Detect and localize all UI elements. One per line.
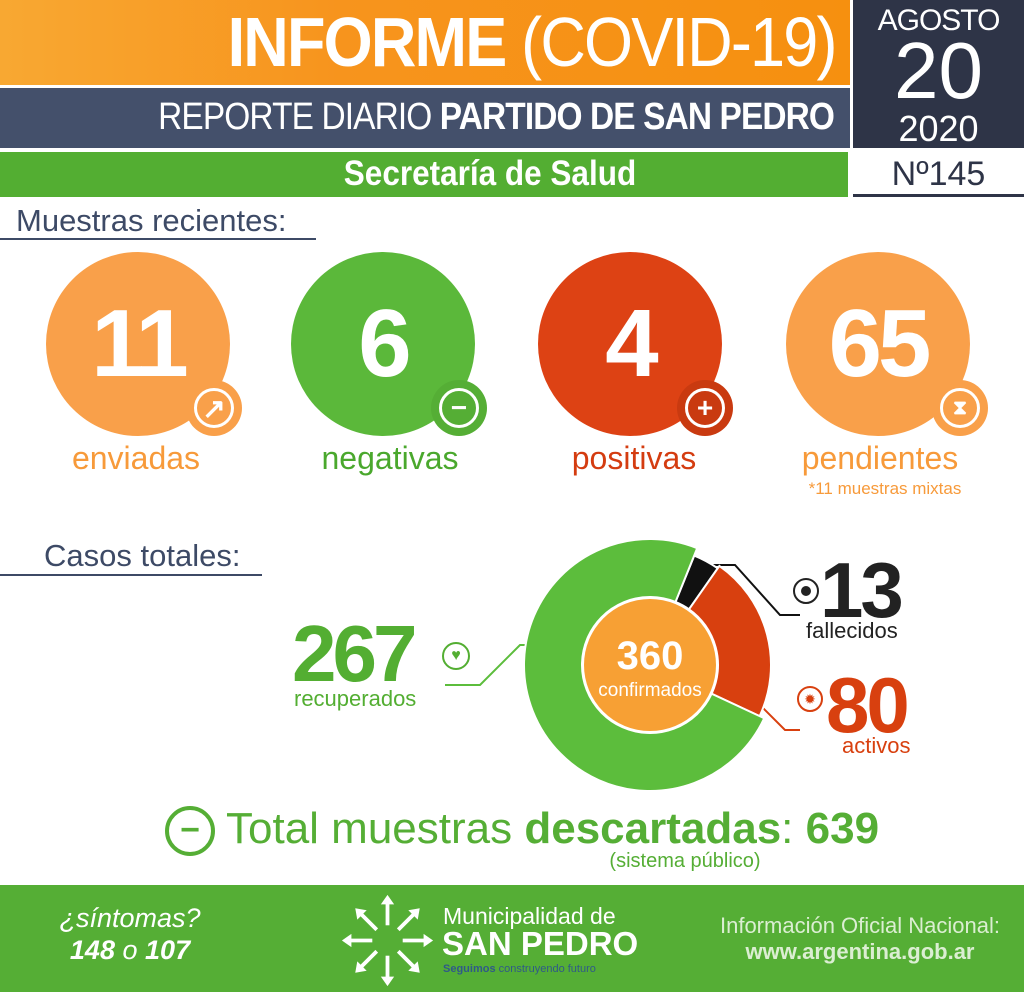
recovered-value: 267 [292,609,418,698]
recovered-label: recuperados [294,686,417,711]
plus-icon: + [677,380,733,436]
minus-circle-icon: − [165,806,215,856]
deaths-leader-line [705,564,800,616]
active-value: 80 [826,661,910,749]
cases-title: Casos totales: [44,538,241,573]
sent-circle: 11 [46,252,230,436]
date-box: AGOSTO 20 2020 [853,0,1024,149]
official-info-label: Información Oficial Nacional: [719,913,1000,938]
confirmed-value: 360 [616,634,684,678]
deaths-icon [793,578,819,604]
cases-donut-chart [445,538,800,792]
minus-icon: − [431,380,487,436]
donut-center [584,599,716,731]
donut-slice-recuperados [523,538,766,792]
pending-note: *11 muestras mixtas [808,479,962,498]
logo-arrow [402,933,434,948]
report-title: INFORME (COVID-19) [227,3,838,81]
negative-label: negativas [321,440,459,476]
logo-arrow [341,933,373,948]
municipality-line1: Municipalidad de [443,903,616,929]
pending-label: pendientes [801,440,959,476]
deaths-value: 13 [820,546,904,634]
heart-icon: ♥ [442,642,470,670]
confirmed-label: confirmados [598,680,702,701]
logo-arrow [355,908,379,932]
logo-arrow [396,908,420,932]
donut-slice-activos [687,564,772,718]
arrow-up-right-icon: ↗ [186,380,242,436]
official-info-url[interactable]: www.argentina.gob.ar [745,939,975,964]
divider [0,238,316,240]
footer: ¿síntomas? 148 o 107 Municipalidad de SA… [0,885,1024,992]
discarded-total: Total muestras descartadas: 639 [226,804,880,853]
municipality-slogan: Seguimos construyendo futuro [443,963,596,975]
header-title-band [0,0,850,85]
department-name: Secretaría de Salud [343,154,637,193]
virus-icon: ✹ [797,686,823,712]
logo-arrow [396,949,420,973]
sent-label: enviadas [71,440,201,476]
date-year: 2020 [898,108,979,149]
discarded-note: (sistema público) [609,850,761,872]
active-label: activos [842,733,911,758]
hourglass-icon: ⧗ [932,380,988,436]
municipality-line2: SAN PEDRO [442,925,639,962]
header-subtitle-band [0,88,850,148]
divider [0,574,262,576]
samples-title: Muestras recientes: [16,203,287,238]
active-leader-line [754,699,800,731]
logo-arrow [380,955,395,987]
department-band [0,152,848,197]
date-month: AGOSTO [877,4,1001,37]
report-number: Nº145 [853,152,1024,197]
symptoms-phones: 148 o 107 [69,935,191,965]
symptoms-question: ¿síntomas? [59,903,201,933]
logo-arrow [380,894,395,926]
report-subtitle: REPORTE DIARIO PARTIDO DE SAN PEDRO [158,96,835,138]
deaths-label: fallecidos [806,618,898,643]
san-pedro-logo [341,894,434,987]
date-day: 20 [894,26,983,115]
logo-arrow [355,949,379,973]
positive-label: positivas [571,440,697,476]
